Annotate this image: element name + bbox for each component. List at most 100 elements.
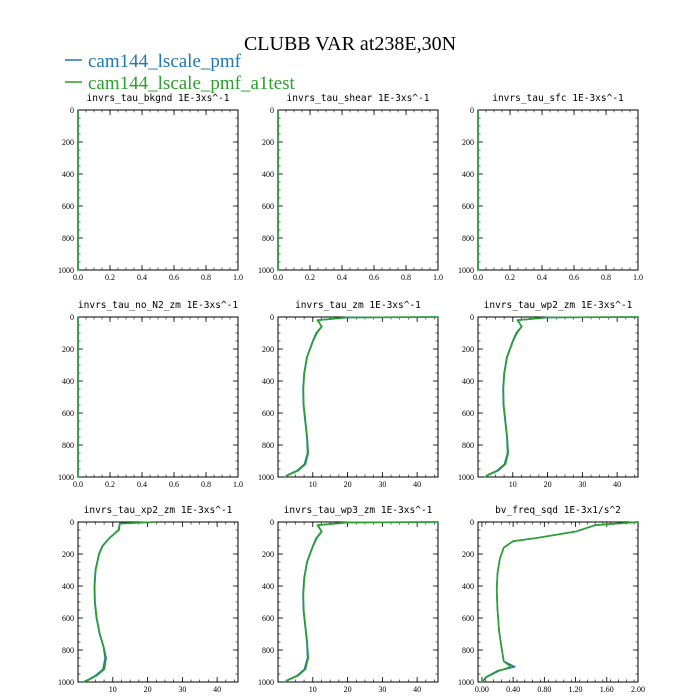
panel-invrs_tau_sfc: invrs_tau_sfc 1E-3xs^-1 0.0 0.2 0.4 0.6 0.8 1.… xyxy=(458,93,643,282)
y-tick-label: 800 xyxy=(262,441,274,450)
y-tick-label: 1000 xyxy=(58,678,74,687)
x-tick-label: 0.6 xyxy=(169,480,179,489)
x-tick-label: 1.20 xyxy=(569,685,583,694)
x-tick-label: 30 xyxy=(378,480,386,489)
panel-invrs_tau_shear: invrs_tau_shear 1E-3xs^-1 0.0 0.2 0.4 0.6 0.8… xyxy=(258,93,443,282)
y-tick-label: 0 xyxy=(70,106,74,115)
x-tick-label: 0.6 xyxy=(169,273,179,282)
y-tick-label: 1000 xyxy=(458,266,474,275)
plot-frame xyxy=(477,109,639,271)
y-tick-label: 1000 xyxy=(258,266,274,275)
x-tick-label: 0.2 xyxy=(105,480,115,489)
x-tick-label: 1.60 xyxy=(600,685,614,694)
panel-invrs_tau_zm: invrs_tau_zm 1E-3xs^-110 20 30 400200400600… xyxy=(258,300,439,489)
x-tick-label: 0.8 xyxy=(601,273,611,282)
y-tick-label: 400 xyxy=(462,170,474,179)
x-tick-label: 30 xyxy=(578,480,586,489)
y-tick-label: 800 xyxy=(462,234,474,243)
x-tick-label: 0.0 xyxy=(73,273,83,282)
x-tick-label: 0.8 xyxy=(201,480,211,489)
y-tick-label: 200 xyxy=(462,345,474,354)
y-tick-label: 0 xyxy=(270,518,274,527)
plot-frame xyxy=(277,109,439,271)
x-tick-label: 0.80 xyxy=(537,685,551,694)
y-tick-label: 200 xyxy=(62,345,74,354)
x-tick-label: 0.0 xyxy=(473,273,483,282)
y-tick-label: 1000 xyxy=(458,473,474,482)
x-tick-label: 20 xyxy=(344,685,352,694)
x-tick-label: 0.00 xyxy=(475,685,489,694)
y-tick-label: 600 xyxy=(62,409,74,418)
y-tick-label: 800 xyxy=(262,646,274,655)
x-tick-label: 40 xyxy=(413,480,421,489)
y-tick-label: 800 xyxy=(62,646,74,655)
x-tick-label: 0.6 xyxy=(569,273,579,282)
panel-invrs_tau_wp3_zm: invrs_tau_wp3_zm 1E-3xs^-110 20 30 40020040… xyxy=(258,505,439,694)
y-tick-label: 1000 xyxy=(458,678,474,687)
x-tick-label: 0.2 xyxy=(105,273,115,282)
legend-label-1: cam144_lscale_pmf xyxy=(88,51,242,72)
panel-invrs_tau_no_N2_zm: invrs_tau_no_N2_zm 1E-3xs^-1 0.0 0.2 0.4 0.6… xyxy=(58,300,243,489)
y-tick-label: 600 xyxy=(462,202,474,211)
x-tick-label: 0.40 xyxy=(506,685,520,694)
panel-title: invrs_tau_wp2_zm 1E-3xs^-1 xyxy=(484,300,633,311)
x-tick-label: 40 xyxy=(413,685,421,694)
panel-title: invrs_tau_shear 1E-3xs^-1 xyxy=(287,93,430,104)
x-tick-label: 0.2 xyxy=(305,273,315,282)
y-tick-label: 200 xyxy=(262,550,274,559)
x-tick-label: 0.6 xyxy=(369,273,379,282)
x-tick-label: 0.0 xyxy=(273,273,283,282)
y-tick-label: 800 xyxy=(62,441,74,450)
y-tick-label: 200 xyxy=(262,345,274,354)
x-tick-label: 0.4 xyxy=(137,273,147,282)
x-tick-label: 1.0 xyxy=(633,273,643,282)
y-tick-label: 200 xyxy=(262,138,274,147)
y-tick-label: 1000 xyxy=(258,678,274,687)
figure-title: CLUBB VAR at238E,30N xyxy=(244,33,456,55)
panel-invrs_tau_wp2_zm: invrs_tau_wp2_zm 1E-3xs^-110 20 30 40020040… xyxy=(458,300,639,489)
y-tick-label: 400 xyxy=(262,377,274,386)
y-tick-label: 600 xyxy=(262,409,274,418)
x-tick-label: 40 xyxy=(213,685,221,694)
y-tick-label: 800 xyxy=(462,441,474,450)
y-tick-label: 0 xyxy=(270,106,274,115)
x-tick-label: 0.4 xyxy=(337,273,347,282)
y-tick-label: 400 xyxy=(262,582,274,591)
y-tick-label: 600 xyxy=(62,202,74,211)
panel-title: invrs_tau_sfc 1E-3xs^-1 xyxy=(492,93,624,104)
plot-frame xyxy=(77,316,239,478)
y-tick-label: 800 xyxy=(62,234,74,243)
x-tick-label: 20 xyxy=(544,480,552,489)
y-tick-label: 800 xyxy=(262,234,274,243)
y-tick-label: 400 xyxy=(462,377,474,386)
panel-title: invrs_tau_no_N2_zm 1E-3xs^-1 xyxy=(78,300,238,311)
panel-title: invrs_tau_zm 1E-3xs^-1 xyxy=(295,300,421,311)
series-line-2 xyxy=(484,316,639,478)
y-tick-label: 1000 xyxy=(258,473,274,482)
y-tick-label: 400 xyxy=(62,170,74,179)
y-tick-label: 400 xyxy=(62,377,74,386)
y-tick-label: 600 xyxy=(462,409,474,418)
y-tick-label: 400 xyxy=(262,170,274,179)
y-tick-label: 600 xyxy=(462,614,474,623)
panel-invrs_tau_xp2_zm: invrs_tau_xp2_zm 1E-3xs^-110 20 30 40020040… xyxy=(58,505,239,694)
x-tick-label: 0.4 xyxy=(137,480,147,489)
y-tick-label: 0 xyxy=(70,518,74,527)
series-line-2 xyxy=(284,521,439,683)
y-tick-label: 200 xyxy=(462,138,474,147)
plot-frame xyxy=(77,109,239,271)
x-tick-label: 30 xyxy=(378,685,386,694)
plot-frame xyxy=(477,521,639,683)
y-tick-label: 1000 xyxy=(58,473,74,482)
y-tick-label: 200 xyxy=(62,550,74,559)
x-tick-label: 30 xyxy=(178,685,186,694)
y-tick-label: 400 xyxy=(462,582,474,591)
x-tick-label: 1.0 xyxy=(433,273,443,282)
y-tick-label: 0 xyxy=(270,313,274,322)
y-tick-label: 0 xyxy=(470,518,474,527)
legend-label-2: cam144_lscale_pmf_a1test xyxy=(88,73,296,94)
legend: cam144_lscale_pmf cam144_lscale_pmf_a1te… xyxy=(65,51,296,94)
y-tick-label: 200 xyxy=(62,138,74,147)
x-tick-label: 20 xyxy=(144,685,152,694)
